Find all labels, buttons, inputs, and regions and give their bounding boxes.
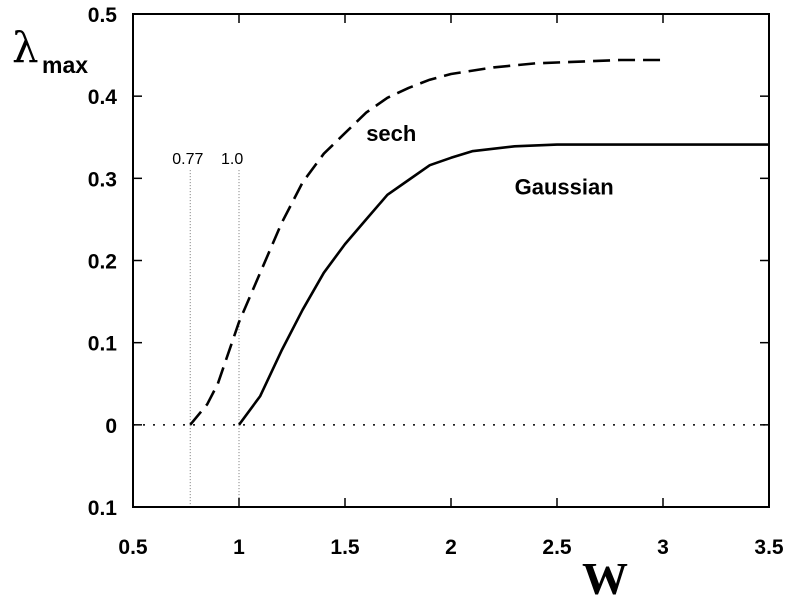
x-tick-label: 2.5 (542, 536, 572, 559)
threshold-marker-label: 0.77 (172, 151, 203, 168)
y-tick-label: 0.5 (88, 4, 118, 27)
y-axis-label-symbol: λ (12, 23, 39, 72)
x-tick-label: 0.5 (118, 536, 148, 559)
x-tick-label: 3 (657, 536, 669, 559)
series-layer (189, 58, 769, 426)
x-axis-label: W (582, 553, 628, 604)
y-axis-label-subscript: max (42, 52, 88, 78)
x-tick-label: 3.5 (754, 536, 784, 559)
series-label-sech: sech (366, 121, 416, 146)
y-tick-label: 0.1 (88, 333, 118, 356)
threshold-marker-label: 1.0 (221, 151, 243, 168)
plot-frame (132, 13, 770, 508)
y-tick-label: 0 (105, 415, 117, 438)
series-line-sech (189, 58, 663, 426)
reference-layer: 0.77 1.0 (133, 151, 769, 507)
tick-layer: 0.5 1 1.5 2 2.5 3 3.5 0.1 0 0.1 0.2 0.3 0.4 0.5 (88, 4, 784, 559)
y-tick-label: 0.3 (88, 168, 117, 191)
y-tick-label: 0.2 (88, 251, 117, 274)
x-tick-label: 1.5 (330, 536, 360, 559)
series-label-gaussian: Gaussian (515, 175, 614, 200)
y-tick-label: 0.1 (88, 497, 118, 520)
label-layer: W λ max sech Gaussian (12, 23, 628, 604)
x-tick-label: 1 (233, 536, 245, 559)
series-line-gaussian (237, 143, 769, 426)
x-tick-label: 2 (445, 536, 457, 559)
y-tick-label: 0.4 (88, 86, 118, 109)
